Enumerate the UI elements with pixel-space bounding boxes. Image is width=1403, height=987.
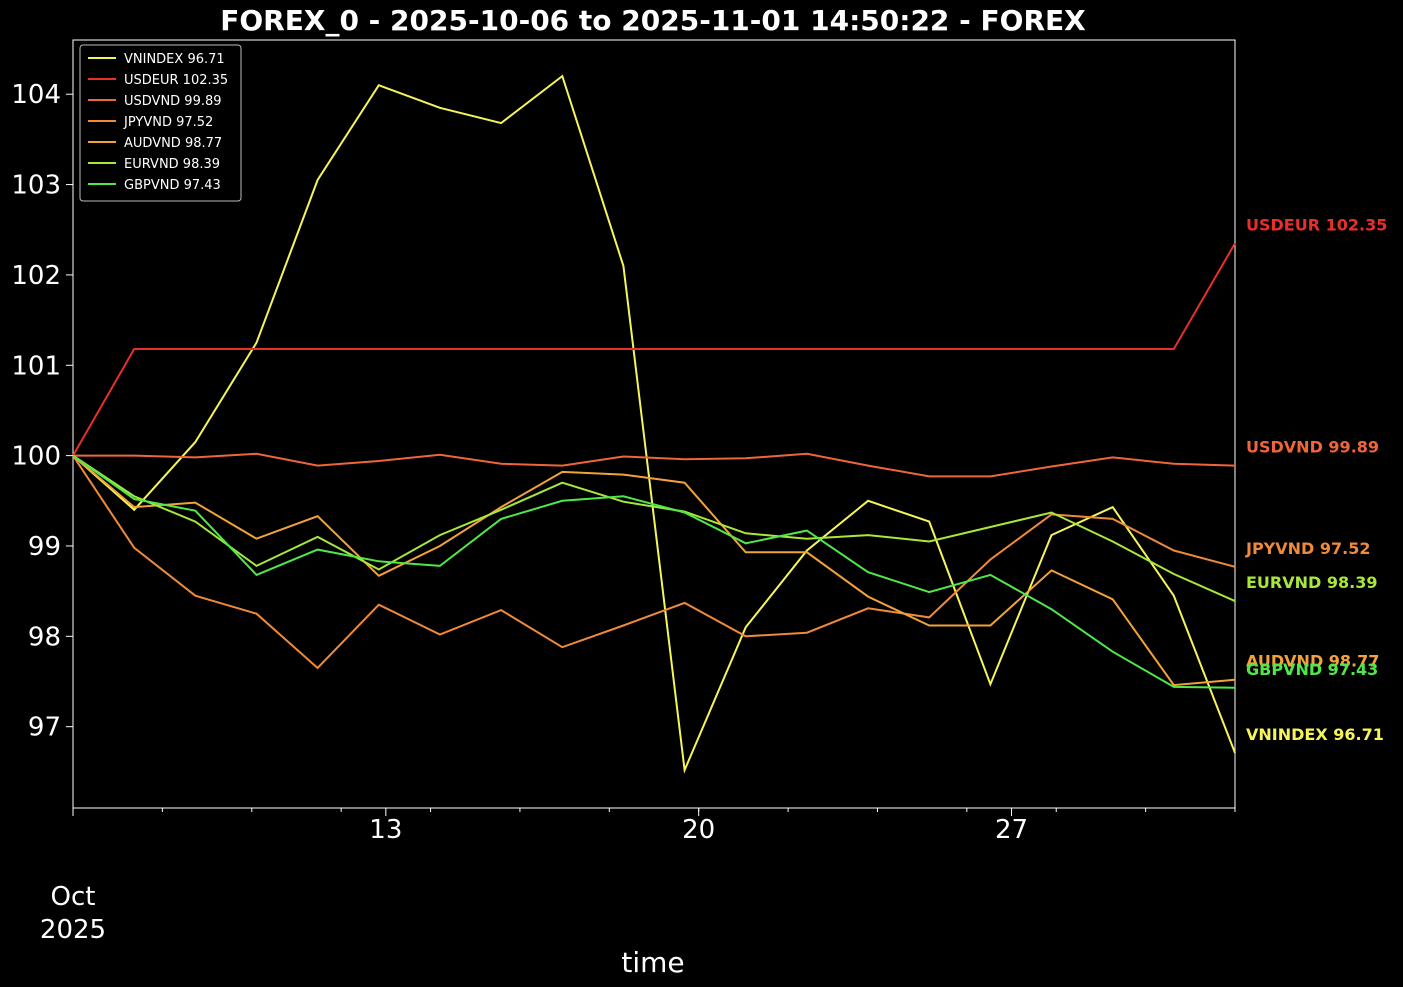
y-tick-label: 99 [28,532,61,562]
legend-entry: GBPVND 97.43 [124,178,221,193]
y-tick-label: 103 [11,171,61,201]
end-labels: VNINDEX 96.71 USDEUR 102.35 USDVND 99.89 JP… [1245,215,1387,744]
end-label-eurvnd: EURVND 98.39 [1246,573,1377,592]
series-line-gbpvnd [72,454,1236,689]
y-tick-label: 98 [28,622,61,652]
end-label-usdvnd: USDVND 99.89 [1246,438,1379,457]
end-label-jpyvnd: JPYVND 97.52 [1245,539,1371,558]
chart-title: FOREX_0 - 2025-10-06 to 2025-11-01 14:50… [220,4,1086,37]
series-layer [72,74,1236,774]
series-line-eurvnd [72,454,1236,603]
x-tick-label: 13 [369,815,402,845]
end-label-gbpvnd: GBPVND 97.43 [1246,660,1378,679]
y-tick-label: 101 [11,351,61,381]
axes: 97 98 99 100 101 102 103 104 13 20 27 [11,80,1236,845]
legend-entry: JPYVND 97.52 [123,115,213,130]
legend-entry: USDEUR 102.35 [124,73,228,88]
series-line-usdeur [72,242,1236,457]
legend: VNINDEX 96.71 USDEUR 102.35 USDVND 99.89 JP… [79,44,242,202]
legend-entry: VNINDEX 96.71 [124,52,225,67]
y-tick-label: 102 [11,261,61,291]
end-label-usdeur: USDEUR 102.35 [1246,215,1387,234]
y-tick-label: 97 [28,713,61,743]
legend-entry: AUDVND 98.77 [124,136,222,151]
series-line-jpyvnd [72,455,1236,670]
y-tick-label: 104 [11,80,61,110]
end-label-audvnd: AUDVND 98.77 [1246,652,1379,671]
series-line-vnindex [72,74,1236,774]
legend-entry: EURVND 98.39 [124,157,220,172]
legend-box [79,44,242,202]
legend-entry: USDVND 99.89 [124,94,222,109]
x-axis-year-label: 2025 [40,915,106,945]
series-line-usdvnd [73,452,1236,478]
end-label-vnindex: VNINDEX 96.71 [1246,725,1384,744]
x-axis-label: time [621,946,684,979]
x-tick-label: 20 [682,815,715,845]
x-axis-month-label: Oct [51,882,96,912]
series-line-audvnd [72,454,1236,687]
plot-area [72,39,1236,809]
y-tick-label: 100 [11,442,61,472]
x-tick-label: 27 [995,815,1028,845]
